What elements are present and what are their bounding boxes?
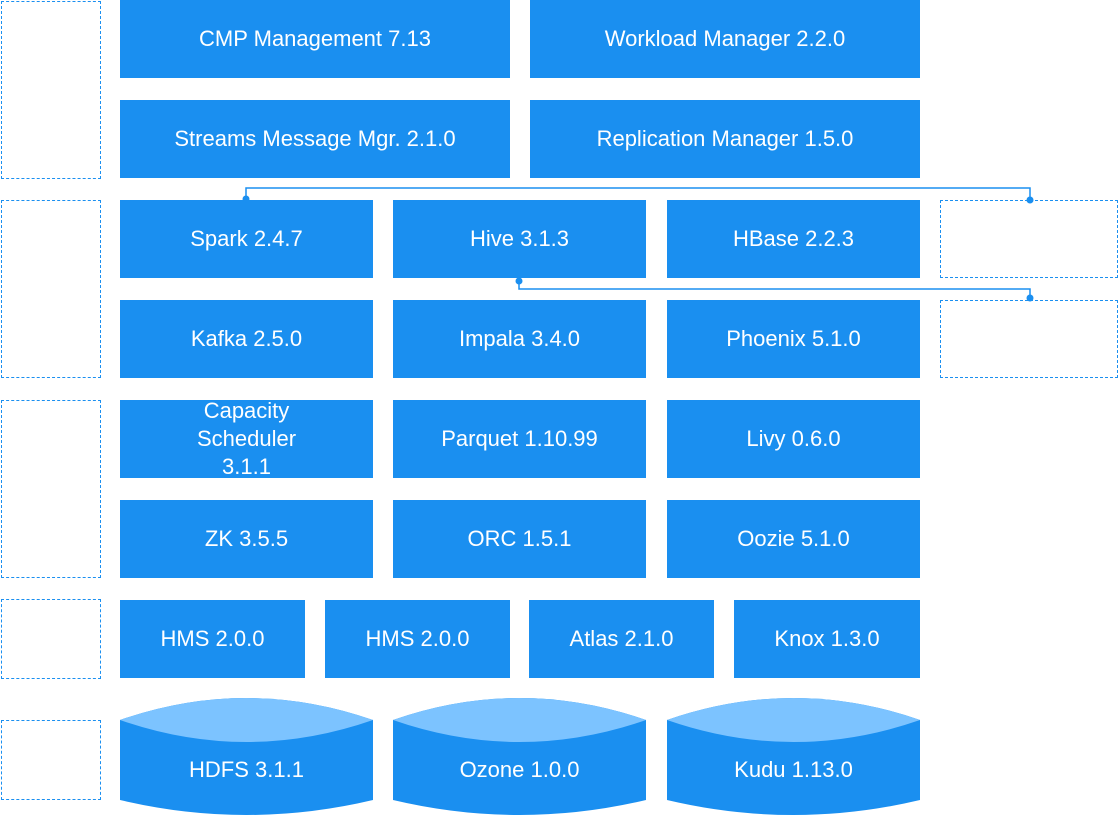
oozie-box: Oozie 5.1.0: [667, 500, 920, 578]
hms-box-2: HMS 2.0.0: [325, 600, 510, 678]
hive-connector: [518, 281, 1031, 298]
spark-connector: [245, 187, 1031, 200]
phoenix-box: Phoenix 5.1.0: [667, 300, 920, 378]
left-placeholder-1: [1, 1, 101, 179]
atlas-box: Atlas 2.1.0: [529, 600, 714, 678]
hive-box: Hive 3.1.3: [393, 200, 646, 278]
kudu-storage: Kudu 1.13.0: [667, 698, 920, 818]
hdfs-label: HDFS 3.1.1: [189, 757, 304, 782]
cmp-management-box: CMP Management 7.13: [120, 0, 510, 78]
impala-box: Impala 3.4.0: [393, 300, 646, 378]
storage-cylinder-icon: [667, 698, 920, 815]
left-placeholder-3: [1, 400, 101, 578]
kafka-box: Kafka 2.5.0: [120, 300, 373, 378]
hdfs-storage: HDFS 3.1.1: [120, 698, 373, 818]
right-placeholder-2: [940, 300, 1118, 378]
ozone-label: Ozone 1.0.0: [459, 757, 580, 782]
hbase-box: HBase 2.2.3: [667, 200, 920, 278]
livy-box: Livy 0.6.0: [667, 400, 920, 478]
storage-cylinder-icon: [393, 698, 646, 815]
parquet-box: Parquet 1.10.99: [393, 400, 646, 478]
knox-box: Knox 1.3.0: [734, 600, 920, 678]
zookeeper-box: ZK 3.5.5: [120, 500, 373, 578]
left-placeholder-2: [1, 200, 101, 378]
left-placeholder-4: [1, 599, 101, 679]
replication-manager-box: Replication Manager 1.5.0: [530, 100, 920, 178]
streams-message-manager-box: Streams Message Mgr. 2.1.0: [120, 100, 510, 178]
hive-connector-start-dot: [515, 277, 523, 285]
orc-box: ORC 1.5.1: [393, 500, 646, 578]
left-placeholder-5: [1, 720, 101, 800]
right-placeholder-1: [940, 200, 1118, 278]
ozone-storage: Ozone 1.0.0: [393, 698, 646, 818]
workload-manager-box: Workload Manager 2.2.0: [530, 0, 920, 78]
storage-cylinder-icon: [120, 698, 373, 815]
kudu-label: Kudu 1.13.0: [734, 757, 853, 782]
spark-box: Spark 2.4.7: [120, 200, 373, 278]
capacity-scheduler-box: Capacity Scheduler 3.1.1: [120, 398, 373, 479]
hms-box-1: HMS 2.0.0: [120, 600, 305, 678]
